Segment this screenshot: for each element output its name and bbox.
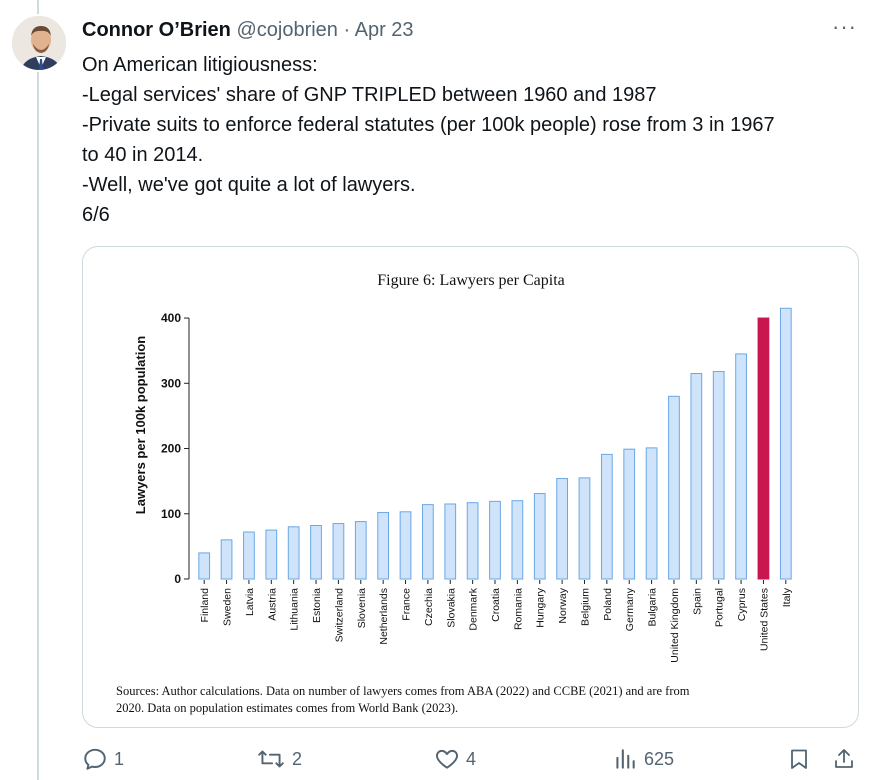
bar-austria xyxy=(265,529,278,580)
bar-bulgaria xyxy=(645,447,658,580)
action-bar: 1 2 4 625 xyxy=(82,746,872,780)
views-icon xyxy=(616,749,635,769)
bar-hungary xyxy=(533,493,546,580)
avatar-image xyxy=(12,16,66,70)
x-tick-label: Poland xyxy=(602,588,614,621)
tweet-date[interactable]: Apr 23 xyxy=(354,19,414,41)
x-tick-label: United Kingdom xyxy=(669,588,681,663)
views-button[interactable]: 625 xyxy=(612,746,674,772)
x-tick-label: Netherlands xyxy=(378,588,390,645)
x-tick-label: Italy xyxy=(781,587,793,607)
tweet-header: Connor O’Brien @cojobrien · Apr 23 xyxy=(82,16,414,44)
x-tick-label: Hungary xyxy=(535,587,547,627)
reply-button[interactable]: 1 xyxy=(82,746,124,772)
x-tick-label: Cyprus xyxy=(736,588,748,621)
bar-spain xyxy=(690,373,703,580)
bar-sweden xyxy=(220,539,233,580)
tweet-line: -Well, we've got quite a lot of lawyers. xyxy=(82,174,416,196)
like-button[interactable]: 4 xyxy=(434,746,476,772)
share-icon xyxy=(835,749,853,768)
share-button[interactable] xyxy=(832,746,856,772)
bar-poland xyxy=(600,453,613,580)
views-count: 625 xyxy=(644,748,675,769)
tweet-text: On American litigiousness: -Legal servic… xyxy=(82,50,872,230)
handle[interactable]: @cojobrien xyxy=(236,19,338,41)
bar-estonia xyxy=(310,525,322,580)
bookmark-icon xyxy=(791,749,807,769)
bookmark-button[interactable] xyxy=(787,746,811,772)
y-axis-label: Lawyers per 100k population xyxy=(133,336,148,515)
bar-switzerland xyxy=(332,523,345,580)
avatar[interactable] xyxy=(10,14,68,72)
x-tick-label: Croatia xyxy=(490,588,502,622)
x-tick-label: Slovenia xyxy=(356,588,368,628)
tweet-media[interactable]: Figure 6: Lawyers per Capita Lawyers per… xyxy=(82,246,859,728)
bar-romania xyxy=(511,500,524,580)
bar-slovakia xyxy=(444,503,457,580)
x-tick-label: Bulgaria xyxy=(647,588,659,627)
bar-denmark xyxy=(466,502,479,580)
retweet-icon xyxy=(258,750,284,768)
chart-source-line: Sources: Author calculations. Data on nu… xyxy=(116,684,690,698)
x-tick-label: France xyxy=(401,588,413,621)
more-options-icon[interactable]: ··· xyxy=(832,14,857,39)
retweet-button[interactable]: 2 xyxy=(256,746,302,772)
retweet-count: 2 xyxy=(292,748,303,769)
x-tick-label: Germany xyxy=(624,587,636,631)
like-count: 4 xyxy=(466,748,477,769)
bar-portugal xyxy=(712,371,725,580)
chart-source-line: 2020. Data on population estimates comes… xyxy=(116,701,458,715)
x-tick-label: Romania xyxy=(512,588,524,630)
reply-icon xyxy=(84,748,106,770)
bar-netherlands xyxy=(377,511,390,580)
tweet-line: On American litigiousness: xyxy=(82,54,318,76)
x-tick-label: Estonia xyxy=(311,588,323,623)
x-tick-label: Sweden xyxy=(222,588,234,626)
tweet-line: 6/6 xyxy=(82,204,110,226)
thread-line xyxy=(37,0,39,780)
x-tick-label: Czechia xyxy=(423,588,435,626)
tweet-line: to 40 in 2014. xyxy=(82,144,204,166)
y-tick-label: 200 xyxy=(161,442,181,456)
bar-finland xyxy=(198,552,211,580)
bar-france xyxy=(399,511,412,580)
bar-czechia xyxy=(422,504,434,580)
y-tick-label: 300 xyxy=(161,376,181,390)
x-tick-label: Norway xyxy=(557,587,569,623)
y-tick-label: 100 xyxy=(161,507,181,521)
x-tick-label: Finland xyxy=(199,588,211,623)
x-tick-label: Spain xyxy=(691,588,703,615)
bar-cyprus xyxy=(735,353,747,580)
x-tick-label: Belgium xyxy=(579,588,591,626)
bar-united-kingdom xyxy=(668,395,680,580)
x-tick-label: Austria xyxy=(266,588,278,621)
bar-italy xyxy=(779,307,792,580)
bar-croatia xyxy=(489,500,501,580)
bar-latvia xyxy=(243,531,255,580)
chart-title: Figure 6: Lawyers per Capita xyxy=(377,272,565,289)
bar-chart: Figure 6: Lawyers per Capita Lawyers per… xyxy=(116,272,793,715)
reply-count: 1 xyxy=(114,748,125,769)
y-tick-label: 400 xyxy=(161,311,181,325)
bar-belgium xyxy=(578,477,591,580)
x-tick-label: Latvia xyxy=(244,588,256,616)
bar-slovenia xyxy=(354,521,367,580)
heart-icon xyxy=(436,749,458,769)
x-tick-label: Denmark xyxy=(468,587,480,630)
bar-lithuania xyxy=(287,526,300,580)
y-tick-label: 0 xyxy=(174,572,181,586)
tweet-line: -Legal services' share of GNP TRIPLED be… xyxy=(82,84,657,106)
x-tick-label: Lithuania xyxy=(289,588,301,631)
bar-united-states xyxy=(757,317,770,580)
bar-germany xyxy=(623,448,636,580)
x-tick-label: United States xyxy=(758,588,770,651)
separator: · xyxy=(343,19,351,41)
tweet-line: -Private suits to enforce federal statut… xyxy=(82,114,775,136)
x-tick-label: Portugal xyxy=(714,588,726,627)
bar-norway xyxy=(556,478,568,580)
x-tick-label: Slovakia xyxy=(445,588,457,628)
x-tick-label: Switzerland xyxy=(333,588,345,642)
display-name[interactable]: Connor O’Brien xyxy=(82,19,231,41)
